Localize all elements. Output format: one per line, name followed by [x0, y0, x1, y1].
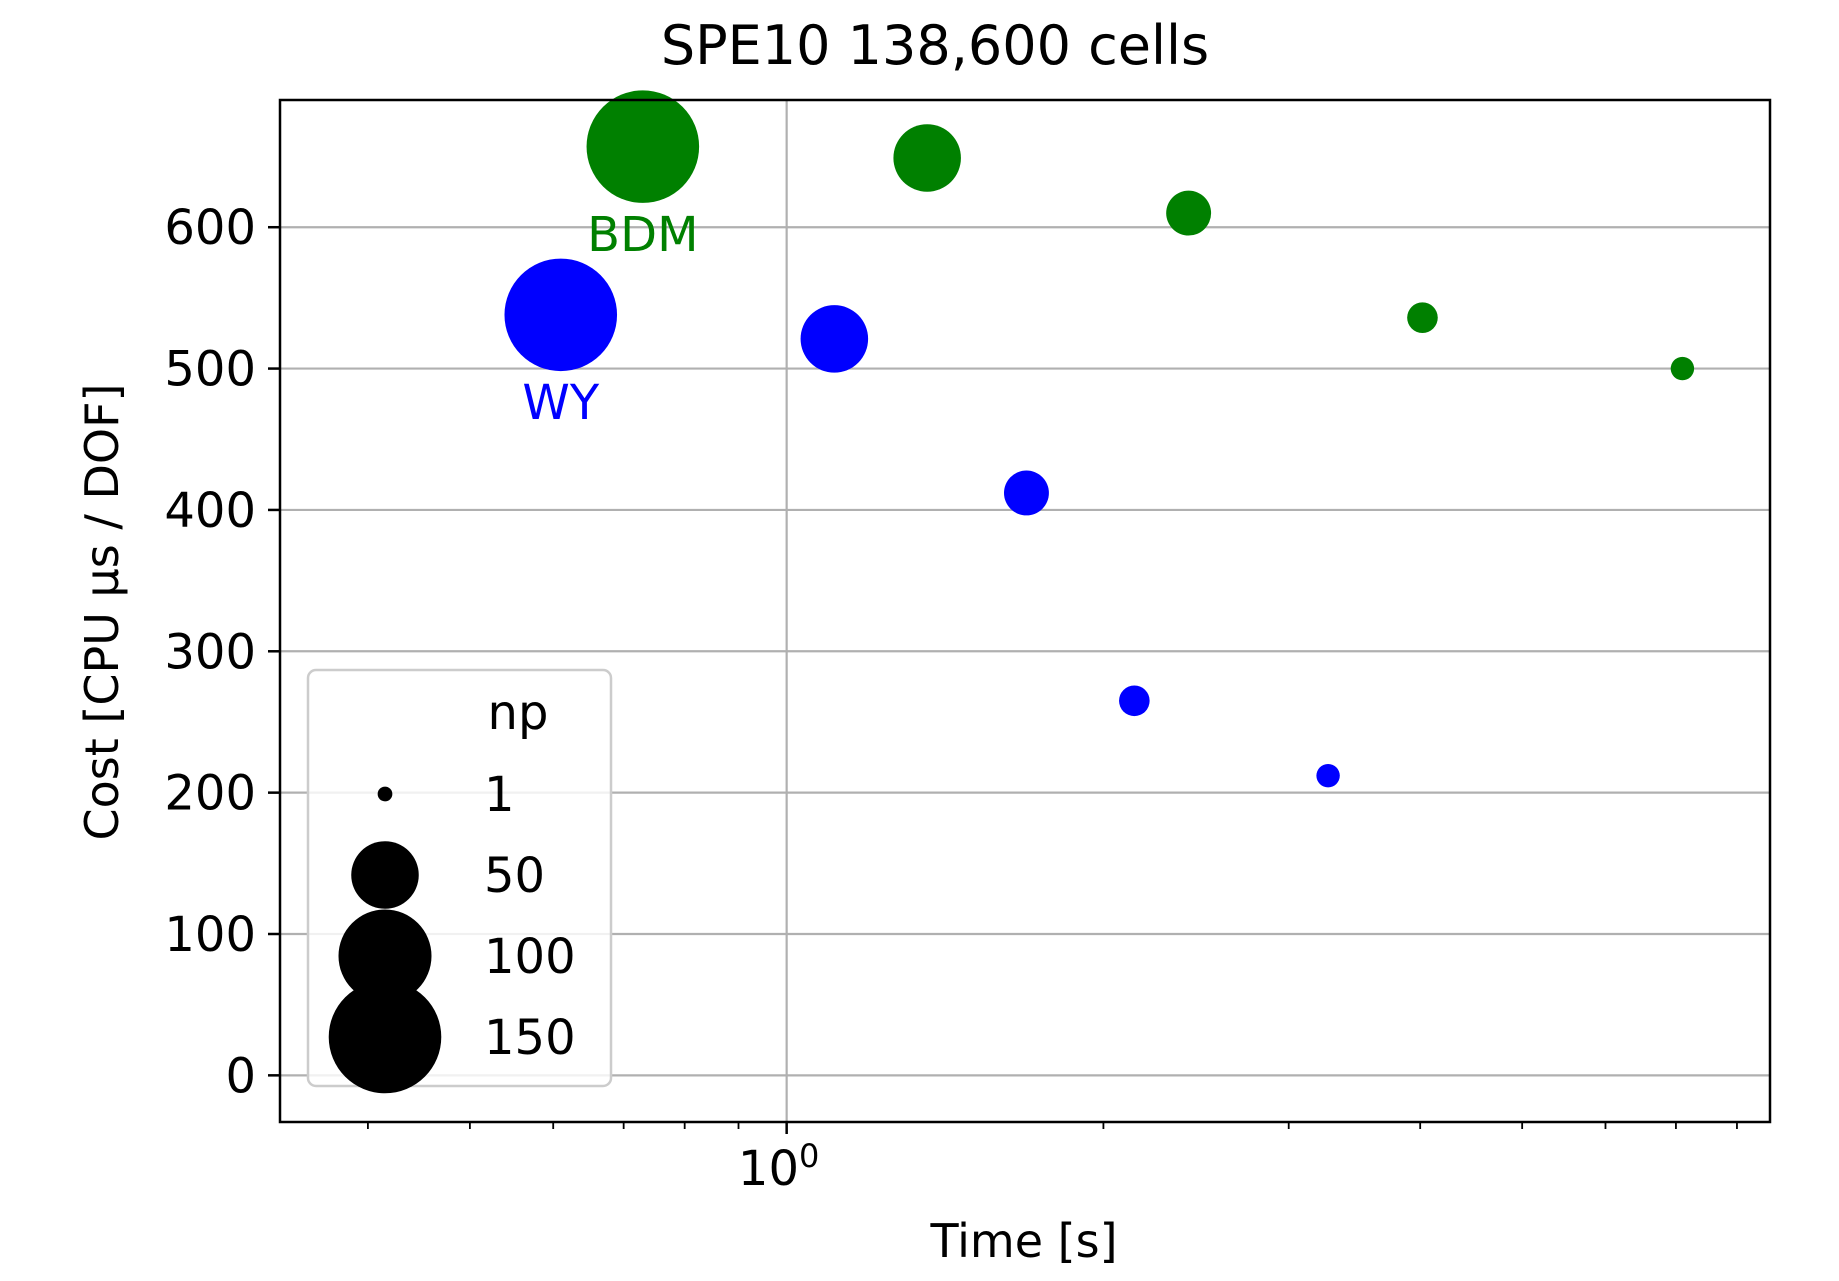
legend-label: 150: [484, 1010, 576, 1066]
legend-label: 1: [484, 767, 515, 823]
legend-marker: [338, 909, 432, 1003]
data-point-bdm: [1670, 356, 1695, 381]
data-point-bdm: [1166, 190, 1212, 236]
x-axis-ticks: 100: [367, 1122, 1738, 1197]
legend-label: 100: [484, 929, 576, 985]
legend-title: np: [488, 685, 549, 741]
data-point-bdm: [586, 90, 700, 203]
legend-label: 50: [484, 848, 545, 904]
y-tick-label: 300: [164, 624, 256, 680]
y-tick-label: 200: [164, 766, 256, 822]
data-points: [504, 90, 1695, 788]
series-labels: WY BDM: [522, 207, 698, 431]
x-tick-label-exponent: 0: [799, 1137, 819, 1175]
chart-title: SPE10 138,600 cells: [661, 14, 1209, 77]
data-point-wy: [504, 258, 618, 372]
data-point-wy: [1119, 685, 1150, 717]
x-tick-label: 100: [738, 1137, 819, 1197]
legend-marker: [351, 841, 419, 909]
data-point-bdm: [893, 124, 961, 192]
data-point-wy: [1003, 470, 1049, 516]
y-tick-label: 400: [164, 483, 256, 539]
data-point-wy: [1316, 763, 1340, 788]
y-tick-label: 100: [164, 907, 256, 963]
y-tick-label: 500: [164, 342, 256, 398]
series-label-bdm: BDM: [587, 207, 698, 263]
data-point-bdm: [1407, 302, 1438, 333]
y-axis-ticks: 0 100 200 300 400 500 600: [164, 200, 280, 1104]
y-tick-label: 600: [164, 200, 256, 256]
x-axis-label: Time [s]: [929, 1214, 1117, 1268]
plot-frame: [278, 98, 1772, 1124]
series-label-wy: WY: [522, 375, 599, 431]
y-axis-label: Cost [CPU μs / DOF]: [75, 384, 129, 841]
legend-marker: [377, 786, 393, 802]
y-tick-label: 0: [225, 1048, 256, 1104]
legend-marker: [328, 980, 442, 1094]
data-point-wy: [800, 305, 869, 373]
